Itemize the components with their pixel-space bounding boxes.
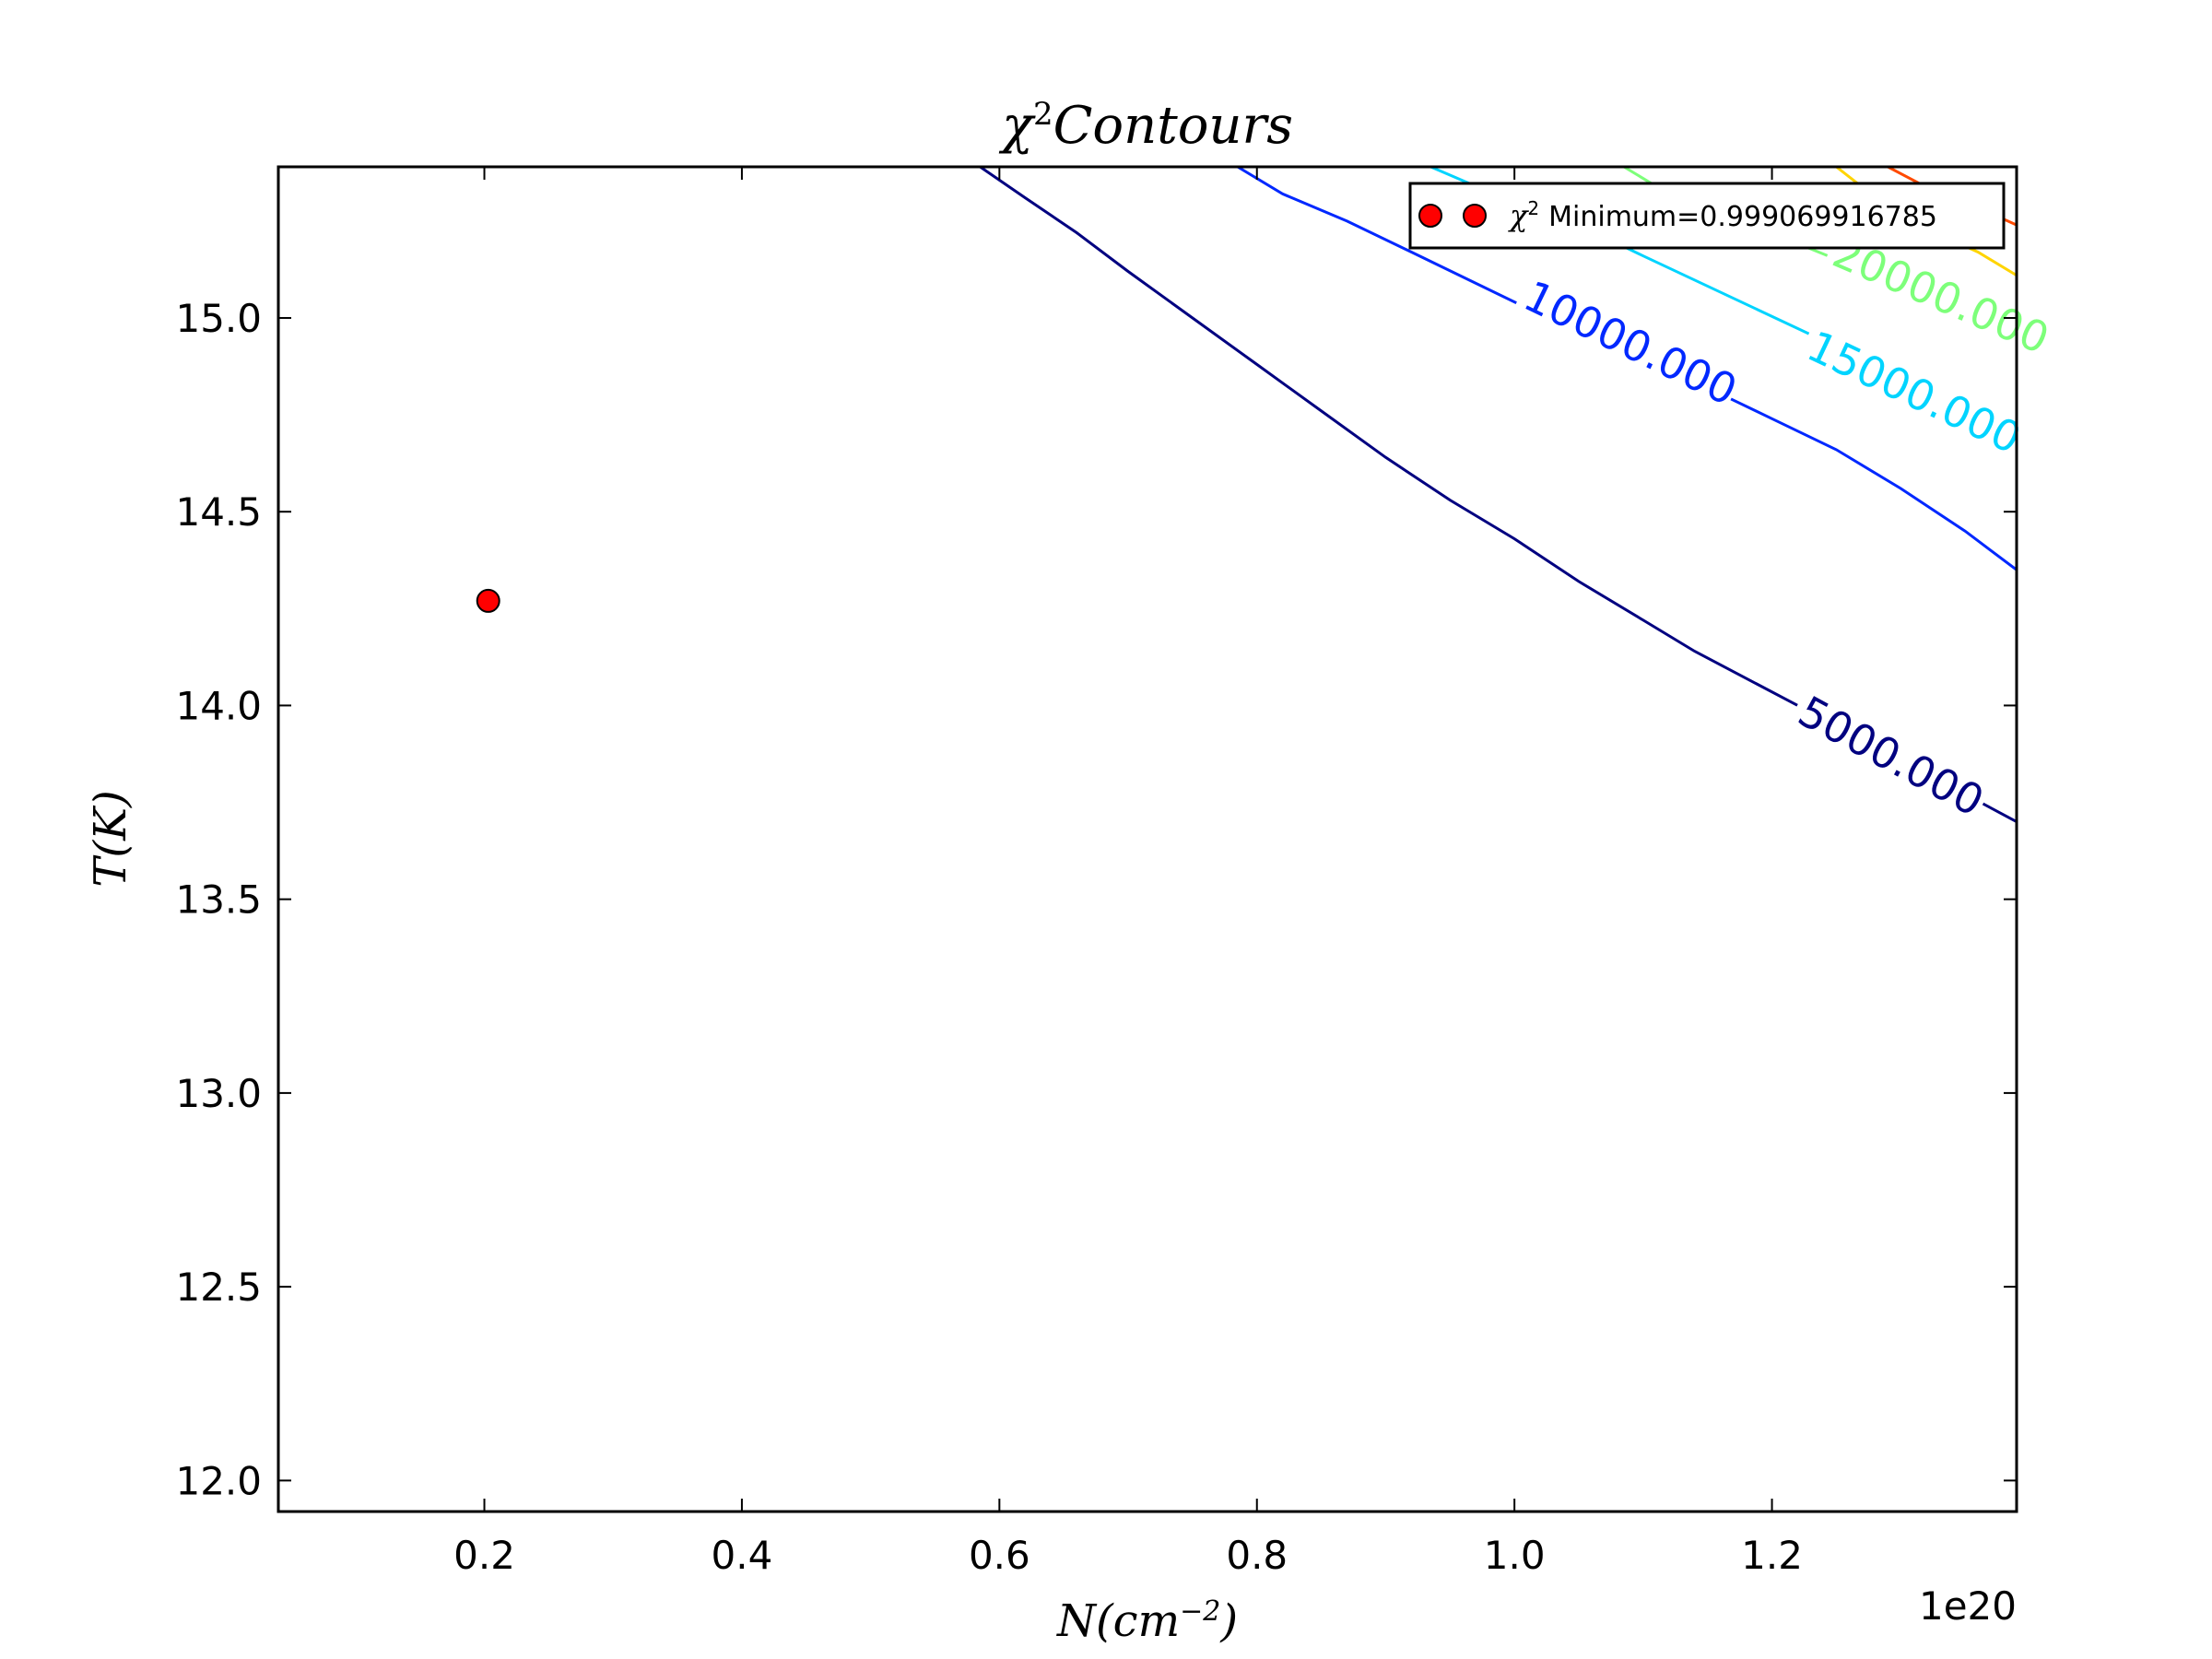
x-tick-label: 0.6 [969,1533,1030,1578]
legend-marker-2 [1463,204,1487,228]
chi2-minimum-point [476,588,500,613]
x-axis-ticks: 0.2 0.4 0.6 0.8 1.0 1.2 [453,167,1803,1578]
x-tick-label: 1.2 [1741,1533,1803,1578]
plot-frame [276,165,2018,1513]
x-tick-label: 1.0 [1484,1533,1546,1578]
y-axis-ticks: 12.0 12.5 13.0 13.5 14.0 14.5 15.0 [175,296,2017,1503]
x-tick-label: 0.2 [453,1533,515,1578]
minimum-marker-layer [476,588,500,613]
legend-marker-1 [1418,204,1442,228]
contour-label-gap [1794,321,2028,465]
contour-label-gap [1511,270,1744,417]
x-tick-label: 0.8 [1226,1533,1288,1578]
y-tick-label: 13.0 [175,1071,262,1116]
contour-line-5000 [979,167,2017,823]
legend: χ2 Minimum=0.999069916785 [1408,182,2006,250]
y-tick-label: 12.5 [175,1265,262,1310]
legend-box [1408,182,2006,250]
y-tick-label: 15.0 [175,296,262,341]
y-tick-label: 12.0 [175,1458,262,1503]
contour-label-gap [1820,227,2055,365]
y-tick-label: 13.5 [175,877,262,923]
legend-label: χ2 Minimum=0.999069916785 [1508,197,1937,233]
y-axis-label: T(K) [85,790,136,887]
x-offset-text: 1e20 [1919,1583,2017,1629]
x-axis-label: N(cm−2) [1056,1595,1238,1648]
plot-area [278,167,2017,1512]
y-tick-label: 14.0 [175,683,262,728]
x-tick-label: 0.4 [712,1533,773,1578]
chart-title: χ2Contours [998,96,1293,156]
contour-label-gap [1784,686,1994,829]
y-tick-label: 14.5 [175,489,262,535]
